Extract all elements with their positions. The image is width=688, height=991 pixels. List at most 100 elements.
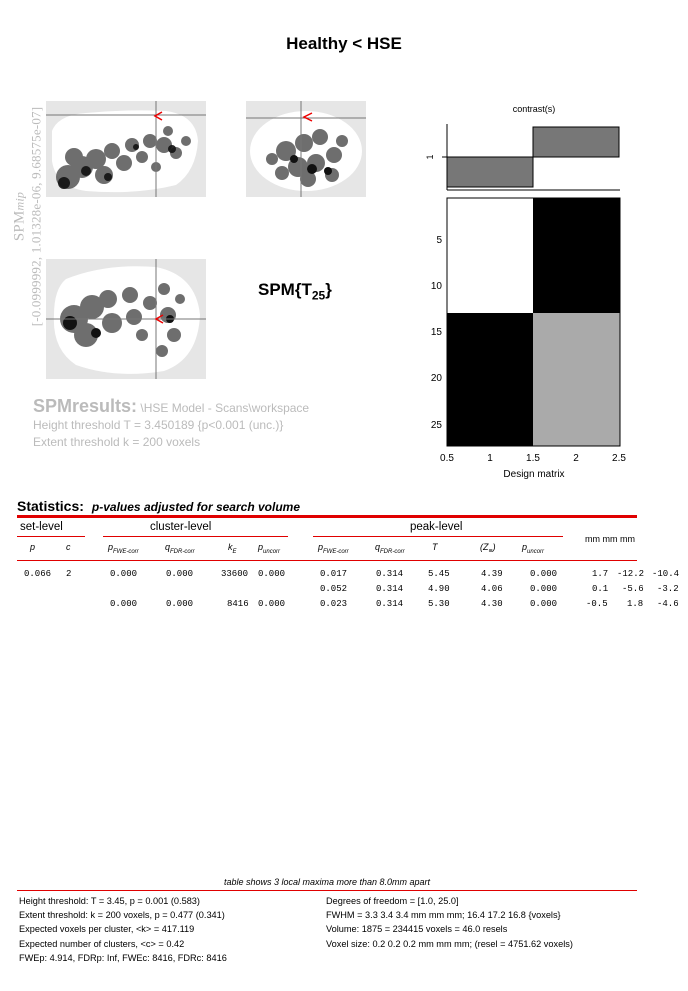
col-sub: FDR-corr <box>170 548 195 555</box>
footer-line: Voxel size: 0.2 0.2 0.2 mm mm mm; (resel… <box>326 938 573 949</box>
extent-threshold-info: Extent threshold k = 200 voxels <box>33 435 201 449</box>
cell-x: 0.1 <box>592 584 609 594</box>
cell-pk-qfdr: 0.314 <box>376 599 404 609</box>
table-row[interactable]: 0.052 0.314 4.90 4.06 0.000 0.1 -5.6 -3.… <box>0 584 688 598</box>
col-sub: uncorr <box>263 548 281 555</box>
stat-base: SPM{T <box>258 280 312 299</box>
statistic-type-label: SPM{T25} <box>258 280 332 302</box>
table-footnote: table shows 3 local maxima more than 8.0… <box>223 877 431 887</box>
mip-coronal[interactable] <box>246 101 366 197</box>
table-row[interactable]: 0.000 0.000 8416 0.000 0.023 0.314 5.30 … <box>0 599 688 613</box>
cell-z: 4.30 <box>481 599 503 609</box>
col-label: p <box>522 542 528 552</box>
spm-label: SPM <box>11 210 28 242</box>
cell-pk-punc: 0.000 <box>530 569 558 579</box>
cell-cl-punc: 0.000 <box>258 569 286 579</box>
col-sub: E <box>232 548 237 555</box>
cell-pk-pfwe: 0.023 <box>320 599 348 609</box>
stat-close: } <box>325 280 332 299</box>
col-sub: FDR-corr <box>380 548 405 555</box>
col-label: q <box>165 542 171 552</box>
cell-pk-pfwe: 0.017 <box>320 569 348 579</box>
cell-pk-pfwe: 0.052 <box>320 584 348 594</box>
cell-cl-pfwe: 0.000 <box>110 569 138 579</box>
col-pk-punc: puncorr <box>522 542 544 555</box>
col-ke: kE <box>228 542 237 555</box>
cursor-coordinates: [-0.0999992, 1.01328e-06, 9.68575e-07] <box>28 106 44 327</box>
cell-ke: 33600 <box>221 569 249 579</box>
col-p-set: p <box>30 542 36 552</box>
cell-ke: 8416 <box>227 599 249 609</box>
cell-y: 1.8 <box>627 599 644 609</box>
col-pk-pfwe: pFWE-corr <box>318 542 349 555</box>
height-threshold-info: Height threshold T = 3.450189 {p<0.001 (… <box>33 418 284 432</box>
mm-header: mm mm mm <box>585 534 635 544</box>
col-z: (Z≡) <box>480 542 496 555</box>
cell-x: 1.7 <box>592 569 609 579</box>
contrast-title: contrast(s) <box>512 104 556 114</box>
mip-axial[interactable] <box>46 259 206 379</box>
table-row[interactable]: 0.066 2 0.000 0.000 33600 0.000 0.017 0.… <box>0 569 688 583</box>
col-label: p <box>258 542 264 552</box>
dm-ytick: 5 <box>436 235 442 246</box>
cell-cl-pfwe: 0.000 <box>110 599 138 609</box>
figure-title: Healthy < HSE <box>286 34 402 53</box>
dm-xtick: 1.5 <box>526 453 540 464</box>
peak-rule <box>313 536 563 537</box>
design-cell-1-1 <box>447 198 533 313</box>
footer-line: Expected number of clusters, <c> = 0.42 <box>19 938 185 949</box>
col-label: k <box>228 542 233 552</box>
cell-y: -12.2 <box>617 569 645 579</box>
cell-z-mm: -10.4 <box>652 569 680 579</box>
cell-x: -0.5 <box>586 599 608 609</box>
contrast-bar-1 <box>446 156 534 188</box>
col-sub: FWE-corr <box>113 548 139 555</box>
design-cell-1-2 <box>533 198 620 313</box>
col-cl-pfwe: pFWE-corr <box>108 542 139 555</box>
cursor-arrow-icon <box>153 111 163 121</box>
cell-t: 4.90 <box>428 584 450 594</box>
results-heading: SPMresults: <box>33 396 138 416</box>
cell-cl-qfdr: 0.000 <box>166 569 194 579</box>
contrast-bar-2 <box>532 126 620 158</box>
footer-line: Height threshold: T = 3.45, p = 0.001 (0… <box>19 896 200 906</box>
statistics-subtitle: p-values adjusted for search volume <box>91 500 300 514</box>
peak-level-header: peak-level <box>410 521 463 533</box>
dm-xtick: 2.5 <box>612 453 626 464</box>
footer-line: Expected voxels per cluster, <k> = 417.1… <box>19 924 195 935</box>
col-label: p <box>108 542 114 552</box>
cell-t: 5.45 <box>428 569 450 579</box>
col-sub: FWE-corr <box>323 548 349 555</box>
design-cell-2-1 <box>447 313 533 446</box>
col-close: ) <box>492 542 496 552</box>
footer-line: FWEp: 4.914, FDRp: Inf, FWEc: 8416, FDRc… <box>19 952 227 963</box>
col-cl-qfdr: qFDR-corr <box>165 542 195 555</box>
cell-z: 4.39 <box>481 569 503 579</box>
design-matrix-panel[interactable]: 1 5 10 15 20 25 0.5 1 1.5 2 2.5 <box>420 118 635 468</box>
cell-t: 5.30 <box>428 599 450 609</box>
contrast-row-label: 1 <box>425 154 435 159</box>
cluster-rule <box>103 536 288 537</box>
col-pk-qfdr: qFDR-corr <box>375 542 405 555</box>
col-label: q <box>375 542 381 552</box>
footer-line: FWHM = 3.3 3.4 3.4 mm mm mm; 16.4 17.2 1… <box>326 910 561 921</box>
mip-coordinates-label: SPMmip [-0.0999992, 1.01328e-06, 9.68575… <box>12 27 45 407</box>
footer-right: Degrees of freedom = [1.0, 25.0] FWHM = … <box>326 894 573 951</box>
cursor-arrow-icon <box>302 112 313 122</box>
stat-df: 25 <box>311 288 326 303</box>
statistics-title: Statistics: <box>17 498 84 514</box>
cell-z: 4.06 <box>481 584 503 594</box>
cell-z-mm: -3.2 <box>657 584 679 594</box>
footer-rule <box>17 890 637 891</box>
col-sub: uncorr <box>527 548 545 555</box>
dm-ytick: 15 <box>431 327 443 338</box>
cell-cl-punc: 0.000 <box>258 599 286 609</box>
cell-pk-punc: 0.000 <box>530 584 558 594</box>
col-label: (Z <box>480 542 489 552</box>
footer-line: Volume: 1875 = 234415 voxels = 46.0 rese… <box>326 924 508 935</box>
cell-cl-qfdr: 0.000 <box>166 599 194 609</box>
mip-label: mip <box>12 191 27 211</box>
mip-sagittal[interactable] <box>46 101 206 197</box>
dm-ytick: 25 <box>431 420 443 431</box>
footer-line: Degrees of freedom = [1.0, 25.0] <box>326 896 459 906</box>
